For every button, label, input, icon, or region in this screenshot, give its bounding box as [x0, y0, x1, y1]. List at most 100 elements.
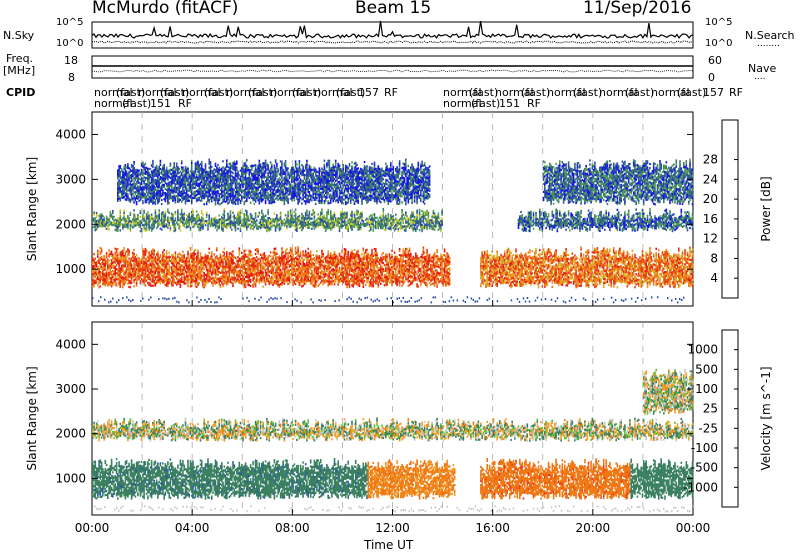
- freq-panel: [92, 56, 693, 78]
- data-cell: [136, 254, 138, 256]
- data-cell: [232, 285, 234, 287]
- data-cell: [200, 253, 202, 255]
- data-cell: [347, 253, 349, 255]
- data-cell: [567, 260, 569, 262]
- data-cell: [426, 249, 428, 251]
- data-cell: [363, 284, 365, 286]
- data-cell: [381, 266, 383, 268]
- data-cell: [449, 261, 451, 263]
- cpid-label-top: (fast): [573, 86, 602, 99]
- data-cell: [222, 285, 224, 287]
- data-cell: [366, 281, 368, 283]
- data-cell: [363, 248, 365, 250]
- data-cell: [363, 250, 365, 252]
- data-cell: [157, 251, 159, 253]
- data-cell: [405, 250, 407, 252]
- data-cell: [255, 285, 257, 287]
- data-cell: [539, 255, 541, 257]
- data-cell: [224, 252, 226, 254]
- data-cell: [122, 252, 124, 254]
- data-cell: [517, 282, 519, 284]
- data-cell: [128, 251, 130, 253]
- data-cell: [300, 251, 302, 253]
- data-cell: [572, 253, 574, 255]
- data-cell: [183, 254, 185, 256]
- data-cell: [160, 266, 162, 268]
- data-cell: [332, 276, 334, 278]
- data-cell: [140, 282, 142, 284]
- data-cell: [244, 274, 246, 276]
- data-cell: [420, 282, 422, 284]
- data-cell: [444, 269, 446, 271]
- data-cell: [267, 258, 269, 260]
- data-cell: [381, 276, 383, 278]
- data-cell: [535, 250, 537, 252]
- data-cell: [106, 270, 108, 272]
- data-cell: [116, 264, 118, 266]
- data-cell: [122, 286, 124, 288]
- data-cell: [565, 250, 567, 252]
- data-cell: [136, 284, 138, 286]
- data-cell: [216, 249, 218, 251]
- data-cell: [322, 255, 324, 257]
- data-cell: [168, 270, 170, 272]
- data-cell: [222, 263, 224, 265]
- data-cell: [597, 247, 599, 249]
- data-cell: [435, 282, 437, 284]
- data-cell: [245, 284, 247, 286]
- data-cell: [142, 248, 144, 250]
- data-cell: [345, 249, 347, 251]
- data-cell: [160, 274, 162, 276]
- data-cell: [224, 248, 226, 250]
- data-cell: [399, 248, 401, 250]
- data-cell: [359, 285, 361, 287]
- data-cell: [415, 253, 417, 255]
- data-cell: [334, 283, 336, 285]
- data-cell: [449, 263, 451, 265]
- data-cell: [535, 248, 537, 250]
- data-cell: [197, 253, 199, 255]
- data-cell: [284, 283, 286, 285]
- data-cell: [368, 279, 370, 281]
- data-cell: [385, 274, 387, 276]
- data-cell: [197, 255, 199, 257]
- data-cell: [153, 252, 155, 254]
- data-cell: [92, 257, 94, 259]
- data-cell: [196, 266, 198, 268]
- cpid-label-top: (fast): [677, 86, 706, 99]
- data-cell: [256, 256, 258, 258]
- data-cell: [226, 273, 228, 275]
- data-cell: [550, 252, 552, 254]
- data-cell: [399, 284, 401, 286]
- data-cell: [187, 253, 189, 255]
- data-cell: [195, 249, 197, 251]
- data-cell: [423, 249, 425, 251]
- data-cell: [374, 266, 376, 268]
- data-cell: [100, 281, 102, 283]
- data-cell: [97, 284, 99, 286]
- data-cell: [395, 270, 397, 272]
- data-cell: [411, 260, 413, 262]
- data-cell: [538, 284, 540, 286]
- data-cell: [234, 274, 236, 276]
- data-cell: [489, 283, 491, 285]
- data-cell: [337, 284, 339, 286]
- data-cell: [280, 265, 282, 267]
- data-cell: [187, 283, 189, 285]
- data-cell: [155, 284, 157, 286]
- data-cell: [405, 252, 407, 254]
- data-cell: [517, 280, 519, 282]
- data-cell: [101, 250, 103, 252]
- data-cell: [603, 266, 605, 268]
- data-cell: [600, 279, 602, 281]
- data-cell: [403, 256, 405, 258]
- data-cell: [496, 253, 498, 255]
- data-cell: [117, 254, 119, 256]
- data-cell: [133, 281, 135, 283]
- data-cell: [252, 280, 254, 282]
- data-cell: [106, 254, 108, 256]
- data-cell: [241, 252, 243, 254]
- data-cell: [570, 282, 572, 284]
- data-cell: [511, 285, 513, 287]
- data-cell: [592, 271, 594, 273]
